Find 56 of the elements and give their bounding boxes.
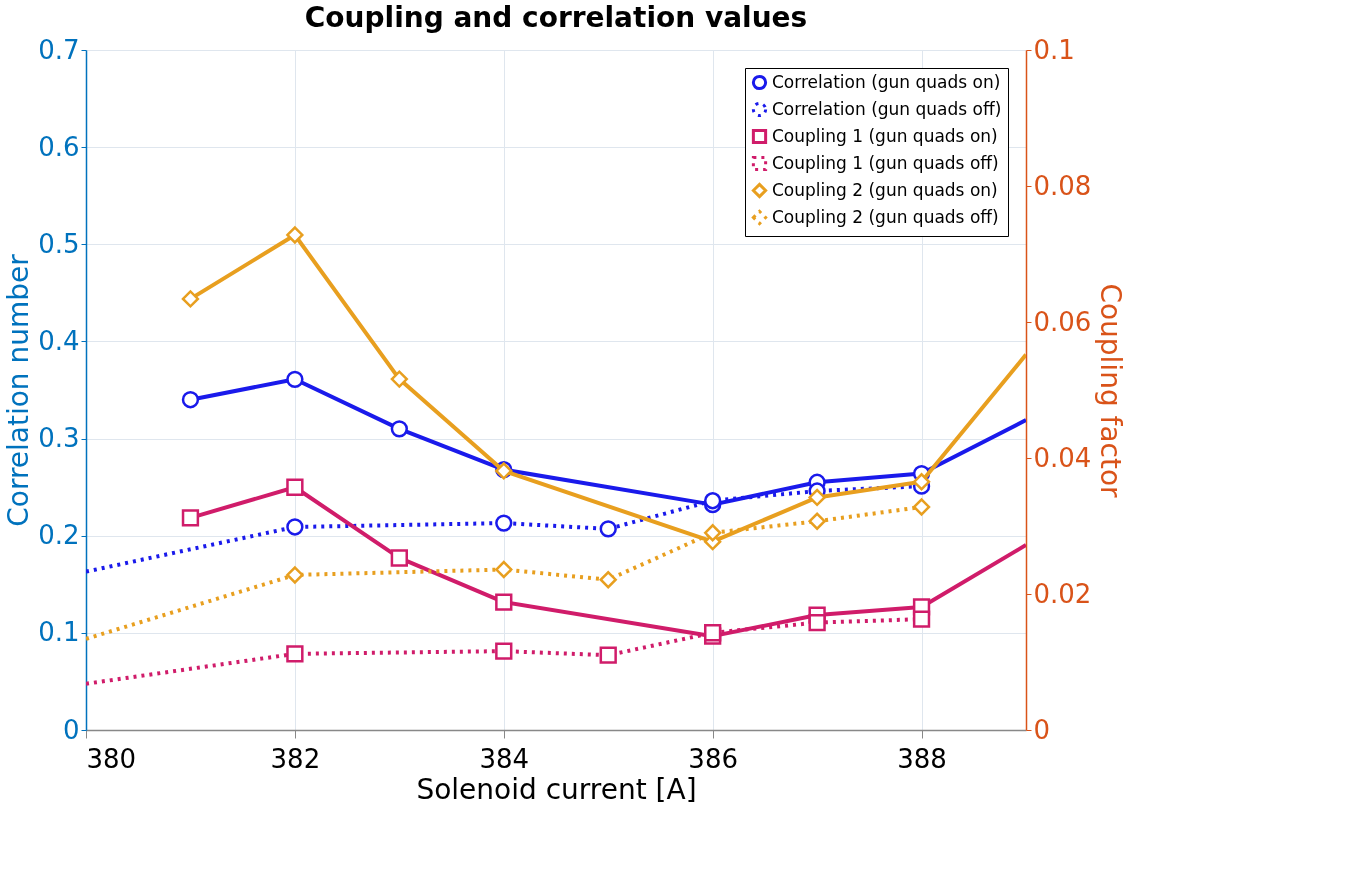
y-tick-label: 0.7 bbox=[38, 34, 80, 65]
y-tick-label: 0 bbox=[62, 714, 80, 745]
y2-axis-title: Coupling factor bbox=[1094, 283, 1128, 499]
y-tick-label: 0.2 bbox=[38, 520, 80, 551]
point bbox=[181, 509, 200, 527]
legend-label: Coupling 1 (gun quads off) bbox=[772, 152, 999, 173]
y-tick-label: 0.6 bbox=[38, 131, 80, 162]
point bbox=[286, 226, 304, 244]
point bbox=[286, 518, 304, 536]
point bbox=[912, 610, 931, 628]
legend-label: Coupling 2 (gun quads on) bbox=[772, 179, 998, 200]
y2-tick-label: 0.02 bbox=[1033, 578, 1092, 609]
y2-tick-label: 0.06 bbox=[1033, 306, 1092, 337]
legend-label: Correlation (gun quads on) bbox=[772, 71, 1001, 92]
point bbox=[286, 566, 304, 584]
x-tick-label: 382 bbox=[270, 743, 321, 774]
legend-label: Coupling 2 (gun quads off) bbox=[772, 206, 999, 227]
point bbox=[808, 613, 826, 632]
point bbox=[181, 391, 200, 409]
point bbox=[704, 492, 722, 510]
point bbox=[599, 571, 617, 589]
point bbox=[390, 420, 408, 438]
legend-label: Coupling 1 (gun quads on) bbox=[772, 125, 998, 146]
y2-tick-label: 0 bbox=[1033, 714, 1051, 745]
point bbox=[495, 642, 513, 660]
y2-tick-label: 0.04 bbox=[1033, 442, 1092, 473]
legend-label: Correlation (gun quads off) bbox=[772, 98, 1002, 119]
point bbox=[286, 478, 304, 496]
point bbox=[599, 520, 617, 538]
y-tick-label: 0.5 bbox=[38, 228, 80, 259]
y2-tick-label: 0.08 bbox=[1033, 170, 1092, 201]
chart-title: Coupling and correlation values bbox=[304, 1, 808, 34]
x-tick-label: 384 bbox=[479, 743, 530, 774]
y-tick-label: 0.4 bbox=[38, 325, 80, 356]
point bbox=[286, 370, 304, 388]
point bbox=[704, 524, 722, 542]
point bbox=[808, 488, 826, 507]
x-tick-label: 386 bbox=[688, 743, 738, 774]
x-axis-title: Solenoid current [A] bbox=[416, 772, 697, 806]
y-axis-title: Correlation number bbox=[2, 253, 36, 527]
point bbox=[286, 645, 304, 663]
x-tick-label: 388 bbox=[897, 743, 947, 774]
point bbox=[495, 514, 513, 532]
point bbox=[390, 549, 408, 567]
point bbox=[495, 593, 513, 611]
point bbox=[599, 646, 617, 664]
y-tick-label: 0.1 bbox=[38, 617, 80, 648]
y-tick-label: 0.3 bbox=[38, 423, 80, 454]
point bbox=[390, 370, 408, 388]
point bbox=[912, 498, 931, 516]
point bbox=[808, 512, 826, 530]
y2-tick-label: 0.1 bbox=[1033, 34, 1075, 65]
point bbox=[495, 560, 513, 579]
x-tick-label: 380 bbox=[86, 743, 137, 774]
point bbox=[912, 473, 931, 491]
point bbox=[181, 290, 200, 308]
